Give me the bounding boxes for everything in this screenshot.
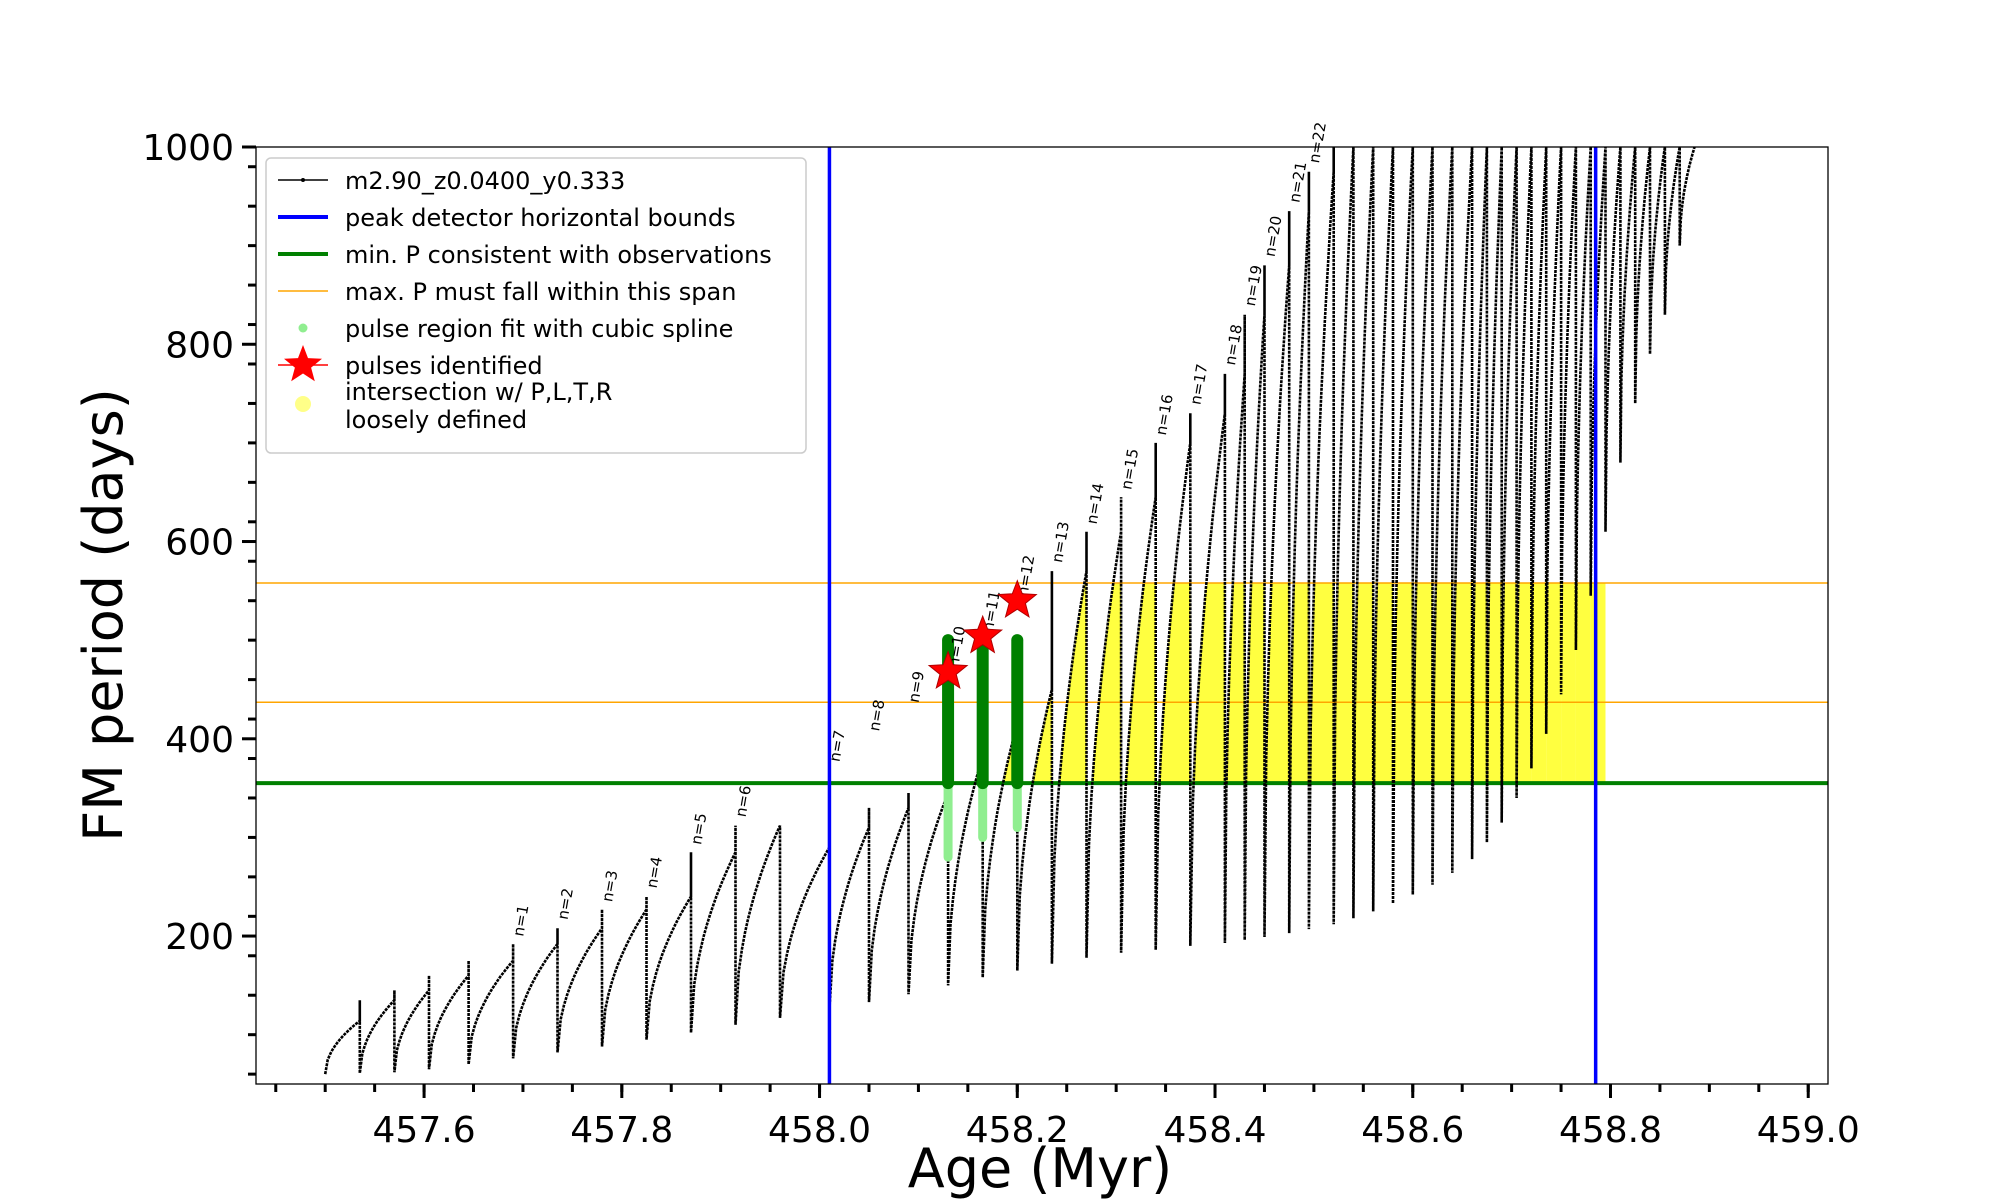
loose-region bbox=[1393, 583, 1413, 784]
legend-handle-star bbox=[284, 345, 322, 382]
pulse-label: n=19 bbox=[1241, 264, 1266, 308]
legend-label: min. P consistent with observations bbox=[345, 241, 772, 269]
x-tick-label: 457.8 bbox=[570, 1110, 673, 1151]
vertical-bounds-layer bbox=[827, 147, 1598, 1084]
loose-region bbox=[1486, 583, 1502, 784]
loose-region bbox=[1264, 583, 1290, 784]
x-tick-label: 458.8 bbox=[1559, 1110, 1662, 1151]
loose-region bbox=[1155, 583, 1191, 784]
pulse-label: n=6 bbox=[732, 784, 755, 818]
y-axis-label: FM period (days) bbox=[72, 388, 135, 842]
pulse-star-marker bbox=[962, 614, 1004, 654]
loose-region bbox=[1373, 583, 1393, 784]
pulse-label: n=5 bbox=[687, 812, 710, 846]
pulse-label: n=22 bbox=[1305, 121, 1330, 165]
pulse-label: n=9 bbox=[905, 670, 928, 704]
pulse-star-marker bbox=[927, 650, 969, 690]
loose-region bbox=[1590, 583, 1606, 784]
loose-region bbox=[1546, 583, 1562, 784]
pulse-star-marker bbox=[996, 579, 1038, 619]
loose-region bbox=[1224, 583, 1245, 784]
y-tick-label: 400 bbox=[165, 720, 234, 761]
loose-region bbox=[1432, 583, 1453, 784]
loose-region bbox=[1333, 583, 1354, 784]
pulse-label: n=17 bbox=[1187, 362, 1212, 406]
pulse-label: n=14 bbox=[1083, 482, 1108, 526]
loose-region bbox=[1516, 583, 1532, 784]
x-tick-label: 459.0 bbox=[1757, 1110, 1860, 1151]
legend-label: m2.90_z0.0400_y0.333 bbox=[345, 167, 625, 195]
legend-label: pulses identified bbox=[345, 352, 543, 380]
loose-region bbox=[1017, 689, 1052, 784]
legend-handle-circle bbox=[295, 396, 311, 412]
track-layer bbox=[323, 147, 1696, 1075]
pulse-label: n=8 bbox=[865, 698, 888, 732]
x-tick-label: 457.6 bbox=[373, 1110, 476, 1151]
legend-label: loosely defined bbox=[345, 406, 527, 434]
loose-region bbox=[1501, 583, 1517, 784]
loose-region bbox=[1353, 583, 1374, 784]
pulse-label: n=21 bbox=[1285, 160, 1310, 204]
loose-region bbox=[1452, 583, 1473, 784]
loose-region bbox=[1289, 583, 1309, 784]
pulse-label: n=18 bbox=[1221, 323, 1246, 367]
legend-label: pulse region fit with cubic spline bbox=[345, 315, 733, 343]
loose-region bbox=[1308, 583, 1334, 784]
y-tick-label: 800 bbox=[165, 325, 234, 366]
loose-region bbox=[1472, 583, 1487, 784]
legend-handle-dot bbox=[301, 178, 305, 182]
y-tick-label: 200 bbox=[165, 917, 234, 958]
pulse-label: n=2 bbox=[554, 887, 577, 921]
pulse-label: n=13 bbox=[1048, 520, 1073, 564]
x-tick-label: 458.0 bbox=[768, 1110, 871, 1151]
y-tick-label: 1000 bbox=[142, 128, 234, 169]
legend-box bbox=[265, 157, 807, 454]
pulse-label: n=1 bbox=[509, 903, 532, 937]
track-line bbox=[323, 147, 1696, 1075]
legend-label: peak detector horizontal bounds bbox=[345, 204, 736, 232]
x-tick-label: 458.4 bbox=[1163, 1110, 1266, 1151]
x-tick-label: 458.2 bbox=[966, 1110, 1069, 1151]
pulse-label: n=7 bbox=[826, 729, 849, 763]
x-tick-label: 458.6 bbox=[1361, 1110, 1464, 1151]
pulse-label: n=4 bbox=[643, 855, 666, 889]
legend-label: max. P must fall within this span bbox=[345, 278, 736, 306]
legend-label: intersection w/ P,L,T,R bbox=[345, 378, 612, 406]
loose-region bbox=[1086, 583, 1122, 784]
loose-intersection-layer bbox=[948, 583, 1606, 784]
pulses-identified-layer bbox=[927, 579, 1038, 690]
loose-region bbox=[1190, 583, 1225, 784]
pulse-label: n=20 bbox=[1261, 214, 1286, 258]
loose-region bbox=[1531, 583, 1547, 784]
loose-region bbox=[1561, 583, 1576, 784]
horizontal-lines-layer bbox=[256, 582, 1828, 786]
loose-region bbox=[1051, 583, 1087, 784]
loose-region bbox=[1412, 583, 1433, 784]
pulse-label: n=15 bbox=[1117, 447, 1142, 491]
plot-frame bbox=[255, 146, 1829, 1085]
loose-region bbox=[982, 724, 1018, 784]
pulse-label: n=16 bbox=[1152, 393, 1177, 437]
legend-handle-dot bbox=[298, 323, 308, 333]
axes-layer: 457.6 457.8 458.0 458.2 458.4 458.6 458.8 459.0… bbox=[142, 128, 1859, 1151]
loose-region bbox=[1121, 583, 1156, 784]
pulse-label: n=3 bbox=[598, 869, 621, 903]
y-tick-label: 600 bbox=[165, 523, 234, 564]
loose-region bbox=[1575, 583, 1591, 784]
x-axis-label: Age (Myr) bbox=[908, 1137, 1173, 1200]
